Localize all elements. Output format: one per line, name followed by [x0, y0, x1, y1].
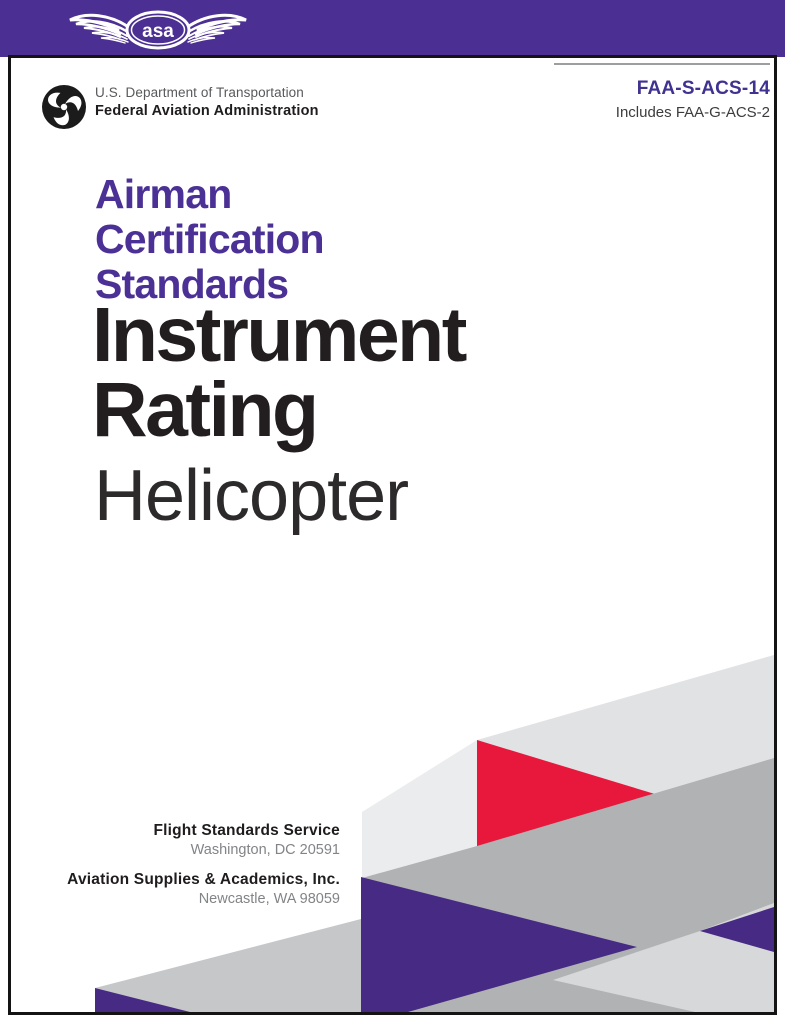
us-dot-logo-icon [42, 85, 86, 129]
asa-logo-text: asa [142, 21, 174, 42]
agency-department: U.S. Department of Transportation [95, 85, 304, 100]
publisher-block: Flight Standards Service Washington, DC … [0, 822, 340, 920]
purple-wedge-right [700, 907, 774, 952]
gray-band-left-facet [362, 740, 477, 878]
purple-triangle-large [361, 877, 637, 1012]
top-purple-band: asa [0, 0, 785, 57]
document-number-block: FAA-S-ACS-14 Includes FAA-G-ACS-2 [540, 63, 770, 121]
divider-rule [554, 63, 770, 65]
series-title-line: Airman [95, 171, 232, 217]
series-title: Airman Certification Standards [95, 171, 325, 308]
publisher-city: Newcastle, WA 98059 [198, 891, 340, 907]
main-title-line: Instrument [92, 292, 467, 378]
series-title-line: Certification [95, 216, 325, 263]
document-number: FAA-S-ACS-14 [636, 78, 770, 99]
purple-triangle-bottom-left [95, 988, 190, 1012]
publisher-city: Washington, DC 20591 [190, 842, 340, 858]
agency-block: U.S. Department of Transportation Federa… [95, 85, 319, 120]
agency-name: Federal Aviation Administration [95, 102, 319, 119]
subtitle: Helicopter [94, 456, 409, 536]
includes-note: Includes FAA-G-ACS-2 [615, 104, 770, 121]
publisher-name: Aviation Supplies & Academics, Inc. [67, 871, 340, 888]
main-title-line: Rating [92, 366, 319, 453]
main-title: Instrument Rating [92, 292, 467, 453]
asa-wings-logo: asa [69, 10, 247, 50]
gray-band-lower-left [95, 919, 361, 1012]
publisher-entry: Aviation Supplies & Academics, Inc. Newc… [0, 871, 340, 907]
publisher-entry: Flight Standards Service Washington, DC … [0, 822, 340, 858]
publisher-name: Flight Standards Service [153, 822, 340, 839]
red-triangle [477, 740, 668, 849]
series-title-line: Standards [95, 261, 289, 308]
